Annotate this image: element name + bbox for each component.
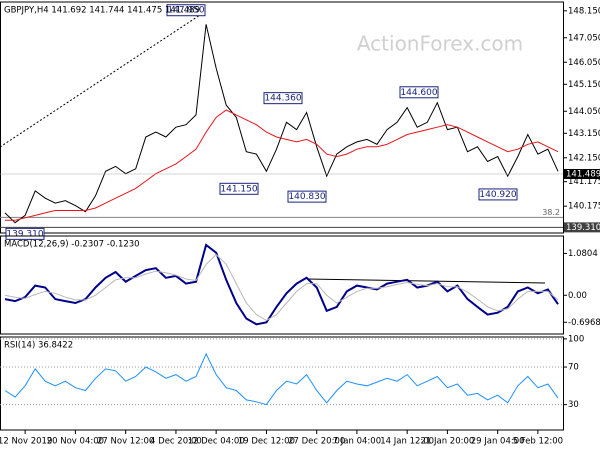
level-label: 139.310 bbox=[566, 223, 600, 233]
x-tick-label: 20 Nov 04:00 bbox=[47, 437, 104, 447]
annotation-box bbox=[5, 227, 45, 240]
x-tick-label: 14 Jan 12:00 bbox=[380, 437, 434, 447]
annotation-label: 141.150 bbox=[220, 184, 257, 194]
y-tick-label: 143.150 bbox=[568, 129, 600, 139]
series-line bbox=[4, 352, 559, 406]
level-box bbox=[564, 222, 600, 233]
annotation-label: 140.830 bbox=[288, 192, 325, 202]
panel-title: GBPJPY,H4 141.692 141.744 141.475 141.48… bbox=[4, 6, 200, 16]
x-tick-label: 21 Jan 20:00 bbox=[420, 437, 474, 447]
fib-label: 38.2 bbox=[542, 208, 560, 217]
series-line bbox=[4, 253, 559, 321]
x-tick-label: 4 Dec 20:00 bbox=[150, 437, 202, 447]
x-tick-label: 27 Dec 20:00 bbox=[288, 437, 345, 447]
x-tick-label: 7 Jan 04:00 bbox=[333, 437, 381, 447]
annotation-box bbox=[287, 190, 327, 203]
x-tick-label: 12 Dec 04:00 bbox=[188, 437, 245, 447]
x-tick-label: 27 Nov 12:00 bbox=[97, 437, 154, 447]
y-tick-label: 145.150 bbox=[568, 80, 600, 90]
annotation-box bbox=[399, 86, 439, 99]
panel-border bbox=[0, 1, 564, 234]
annotation-box bbox=[263, 92, 303, 105]
series-line bbox=[4, 243, 559, 326]
y-tick-label: 148.150 bbox=[568, 6, 600, 16]
y-tick-label: 140.175 bbox=[568, 202, 600, 212]
watermark: ActionForex.com bbox=[357, 32, 523, 56]
y-tick-label: -0.6968 bbox=[568, 318, 600, 328]
y-tick-label: 70 bbox=[568, 363, 579, 373]
last-price-label: 141.489 bbox=[566, 169, 600, 179]
annotation-label: 140.920 bbox=[479, 190, 516, 200]
y-tick-label: 100 bbox=[568, 334, 584, 344]
annotation-label: 144.600 bbox=[400, 88, 437, 98]
annotation-box bbox=[219, 182, 259, 195]
panel-border bbox=[0, 235, 564, 335]
y-tick-label: 141.175 bbox=[568, 177, 600, 187]
y-tick-label: 0.00 bbox=[568, 291, 587, 301]
annotation-box bbox=[166, 4, 206, 17]
macd-trend-line bbox=[306, 278, 546, 284]
x-tick-label: 29 Jan 04:00 bbox=[471, 437, 525, 447]
y-tick-label: 30 bbox=[568, 400, 579, 410]
x-tick-label: 19 Dec 12:00 bbox=[238, 437, 295, 447]
panel-border bbox=[0, 336, 564, 431]
series-line bbox=[5, 109, 559, 221]
annotation-label: 147.950 bbox=[167, 6, 204, 16]
annotation-box bbox=[478, 188, 518, 201]
x-tick-label: 5 Feb 12:00 bbox=[513, 437, 563, 447]
annotation-label: 144.360 bbox=[264, 94, 301, 104]
y-tick-label: 142.150 bbox=[568, 153, 600, 163]
y-tick-label: 144.050 bbox=[568, 107, 600, 117]
last-price-box bbox=[564, 168, 600, 179]
x-tick-label: 12 Nov 2019 bbox=[0, 437, 52, 447]
y-tick-label: 146.050 bbox=[568, 58, 600, 68]
panel-title: RSI(14) 36.8422 bbox=[4, 341, 73, 351]
y-tick-label: 147.050 bbox=[568, 33, 600, 43]
y-tick-label: 1.0804 bbox=[568, 249, 598, 259]
series-line bbox=[4, 24, 559, 224]
annotation-label: 139.310 bbox=[6, 229, 43, 239]
panel-title: MACD(12,26,9) -0.2307 -0.1230 bbox=[4, 240, 140, 250]
